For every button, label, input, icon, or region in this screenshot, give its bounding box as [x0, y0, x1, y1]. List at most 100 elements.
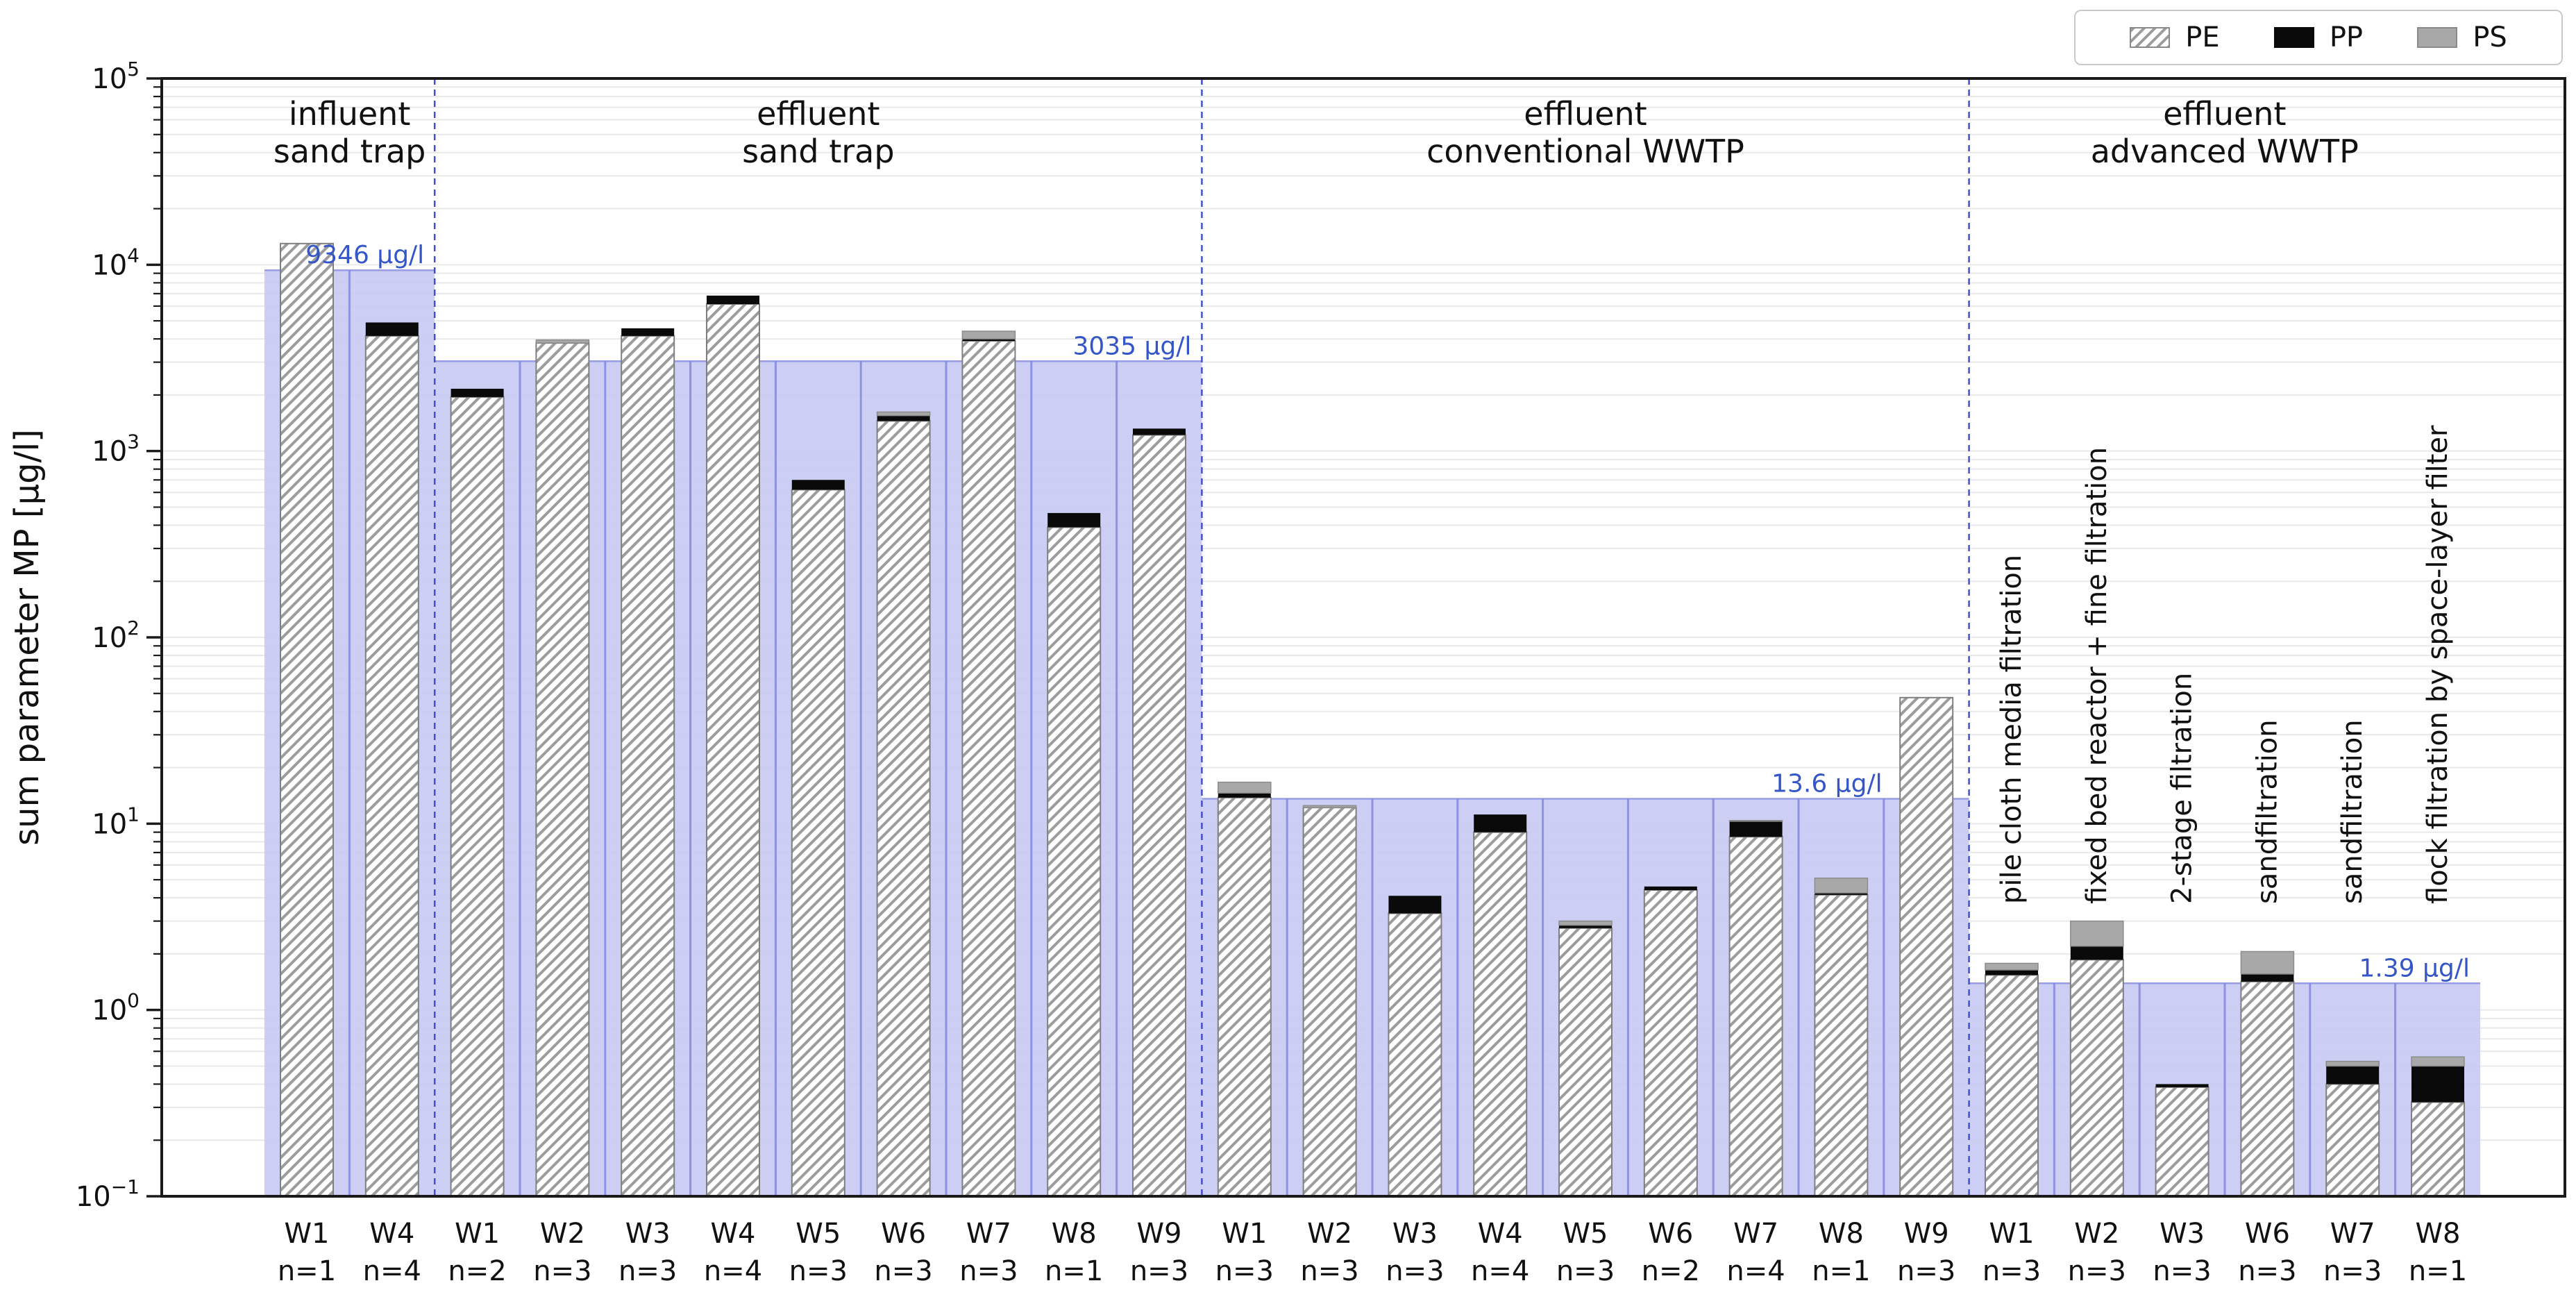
bar-pe-segment — [1047, 526, 1102, 1197]
bar-pe-segment — [1899, 696, 1954, 1197]
bar-n-label: n=3 — [2068, 1255, 2126, 1287]
bar-pp-segment — [1985, 970, 2038, 975]
bar-pe-segment — [1985, 974, 2039, 1198]
bar-n-label: n=4 — [1471, 1255, 1529, 1287]
bar-pe-segment — [1302, 807, 1357, 1198]
bar-n-label: n=4 — [1726, 1255, 1785, 1287]
bar-n-label: n=3 — [959, 1255, 1018, 1287]
mean-annotation: 1.39 µg/l — [2359, 954, 2470, 982]
bar-ps-segment — [1558, 920, 1613, 926]
bar-n-label: n=3 — [618, 1255, 677, 1287]
bar-label: W4 — [711, 1218, 756, 1250]
bar-pe-segment — [2411, 1101, 2465, 1197]
group-title: influent — [289, 95, 411, 133]
bar-label: W9 — [1904, 1218, 1949, 1250]
bar-ps-segment — [535, 339, 590, 344]
bar-n-label: n=3 — [1556, 1255, 1615, 1287]
bar-pe-segment — [791, 489, 845, 1197]
bar-n-label: n=3 — [533, 1255, 591, 1287]
group-title: effluent — [2163, 95, 2286, 133]
treatment-label: flock filtration by space-layer filter — [2422, 425, 2454, 904]
bar-label: W6 — [2245, 1218, 2290, 1250]
bar-pe-segment — [2155, 1086, 2209, 1197]
bar-label: W3 — [1392, 1218, 1438, 1250]
bar-pe-segment — [1473, 831, 1528, 1197]
bar-n-label: n=3 — [2238, 1255, 2296, 1287]
bar-pe-segment — [2240, 980, 2295, 1197]
bar-pp-segment — [1474, 814, 1527, 832]
bar-ps-segment — [876, 411, 931, 417]
legend-item-pp: PP — [2273, 22, 2364, 53]
group-title-line2: sand trap — [273, 133, 426, 170]
plot-frame — [160, 77, 2566, 1198]
bar-pp-segment — [2070, 946, 2123, 960]
mean-annotation: 3035 µg/l — [1072, 332, 1191, 360]
bar-pe-segment — [1814, 894, 1869, 1197]
bar-n-label: n=4 — [704, 1255, 762, 1287]
legend-item-pe: PE — [2130, 22, 2220, 53]
bar-n-label: n=3 — [1982, 1255, 2041, 1287]
bar-pp-segment — [962, 339, 1016, 342]
group-title-line2: advanced WWTP — [2091, 133, 2359, 170]
bar-pp-segment — [451, 388, 504, 397]
bar-pe-segment — [1217, 796, 1272, 1197]
bar-label: W5 — [1563, 1218, 1608, 1250]
bar-pp-segment — [1047, 512, 1101, 528]
bar-ps-segment — [961, 330, 1016, 340]
legend-item-ps: PS — [2417, 22, 2507, 53]
bar-pp-segment — [1815, 893, 1868, 895]
bar-n-label: n=3 — [1215, 1255, 1274, 1287]
y-tick-label: 101 — [92, 803, 140, 840]
legend-label-pp: PP — [2329, 22, 2364, 53]
bar-pp-segment — [2326, 1066, 2380, 1084]
bar-label: W6 — [881, 1218, 926, 1250]
treatment-label: sandfiltration — [2337, 719, 2368, 904]
bar-pp-segment — [365, 322, 419, 336]
bar-pp-segment — [2155, 1084, 2209, 1087]
bar-pp-segment — [1644, 886, 1697, 891]
bar-n-label: n=3 — [1300, 1255, 1358, 1287]
bar-label: W9 — [1137, 1218, 1182, 1250]
y-tick-label: 104 — [92, 244, 140, 281]
bar-pe-segment — [621, 335, 675, 1198]
bar-label: W2 — [540, 1218, 585, 1250]
bar-pe-segment — [1643, 889, 1698, 1197]
bar-n-label: n=3 — [789, 1255, 848, 1287]
bar-pe-segment — [2325, 1083, 2380, 1198]
bar-n-label: n=3 — [1130, 1255, 1188, 1287]
bar-pp-segment — [1559, 925, 1612, 928]
bar-ps-segment — [1218, 781, 1272, 794]
bar-pe-segment — [876, 420, 931, 1198]
bar-pe-segment — [535, 342, 590, 1197]
legend: PE PP PS — [2074, 10, 2563, 65]
group-title-line2: conventional WWTP — [1426, 133, 1744, 170]
bar-ps-segment — [2240, 950, 2295, 975]
bar-pe-segment — [1558, 927, 1613, 1197]
bar-ps-segment — [1985, 962, 2039, 971]
bar-pe-segment — [1132, 434, 1186, 1198]
bar-pe-segment — [280, 242, 334, 1197]
bar-label: W5 — [795, 1218, 841, 1250]
bar-n-label: n=3 — [2323, 1255, 2382, 1287]
y-tick-label: 105 — [92, 58, 140, 95]
bar-pp-segment — [2411, 1066, 2464, 1103]
bar-ps-segment — [2325, 1060, 2380, 1067]
bar-label: W2 — [2074, 1218, 2119, 1250]
bar-label: W2 — [1307, 1218, 1352, 1250]
treatment-label: pile cloth media filtration — [1996, 555, 2028, 904]
bar-label: W1 — [455, 1218, 500, 1250]
bar-label: W4 — [1478, 1218, 1523, 1250]
bar-pp-segment — [1729, 821, 1783, 837]
y-tick-label: 100 — [92, 989, 140, 1027]
treatment-label: sandfiltration — [2251, 719, 2283, 904]
bar-n-label: n=1 — [2409, 1255, 2467, 1287]
y-axis-ticks — [146, 77, 162, 1198]
bar-pe-segment — [450, 396, 505, 1197]
bar-n-label: n=3 — [1897, 1255, 1955, 1287]
legend-label-ps: PS — [2473, 22, 2507, 53]
bar-n-label: n=2 — [448, 1255, 506, 1287]
bar-label: W6 — [1648, 1218, 1693, 1250]
bar-ps-segment — [2070, 920, 2124, 947]
